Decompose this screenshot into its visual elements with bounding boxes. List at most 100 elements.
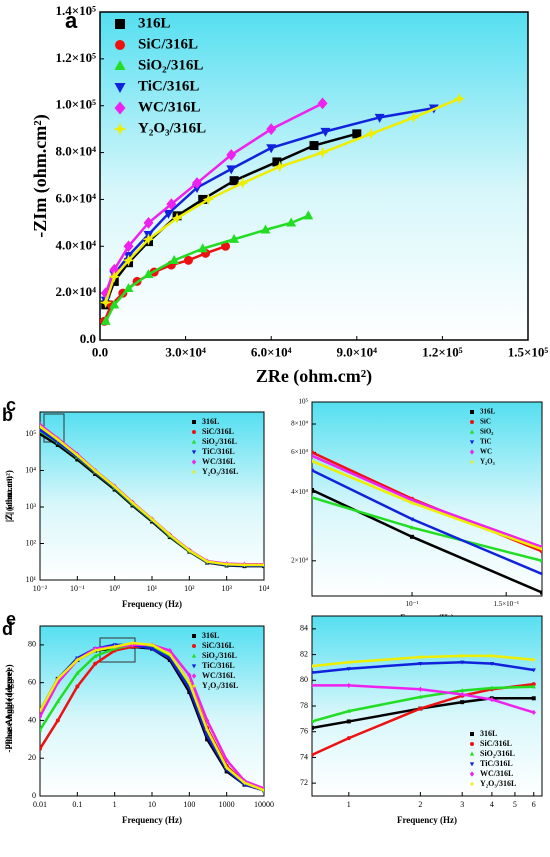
legend-label: Y₂O₃/316L — [202, 467, 238, 476]
marker — [489, 685, 495, 690]
marker — [167, 647, 173, 654]
marker — [202, 193, 215, 206]
y-tick-label: 2.0×10⁴ — [55, 284, 96, 299]
marker — [261, 562, 264, 568]
marker — [346, 659, 352, 665]
marker — [418, 686, 423, 692]
y-tick-label: 10³ — [26, 502, 37, 511]
marker — [187, 690, 192, 695]
plot-background — [100, 12, 528, 340]
marker — [205, 737, 210, 742]
plot-frame — [311, 615, 543, 797]
marker — [112, 644, 118, 650]
x-tick-label: 0.0 — [92, 345, 108, 360]
marker — [470, 732, 474, 736]
y-tick-label: 1.2×10⁵ — [55, 50, 96, 65]
legend-label: SiC/316L — [138, 36, 198, 52]
marker — [191, 653, 197, 658]
y-tick-label: 8.0×10⁴ — [55, 144, 96, 159]
marker — [312, 725, 314, 730]
marker — [75, 670, 80, 675]
marker — [312, 682, 315, 689]
marker — [115, 40, 125, 50]
fit-line — [312, 661, 534, 674]
marker — [149, 647, 155, 652]
marker — [204, 717, 210, 724]
marker — [197, 243, 208, 253]
y-tick-label: 82 — [300, 649, 308, 658]
marker — [192, 644, 196, 648]
x-tick-label: 4 — [490, 800, 494, 809]
marker — [55, 680, 61, 686]
legend-label: SiC/316L — [202, 641, 234, 650]
marker — [241, 780, 248, 786]
marker — [40, 727, 43, 732]
marker — [408, 111, 420, 124]
marker — [204, 733, 210, 738]
marker — [489, 653, 495, 659]
x-axis-label: Frequency (Hz) — [397, 815, 457, 825]
x-tick-label: 10⁴ — [259, 584, 270, 593]
marker — [169, 254, 180, 264]
marker — [346, 719, 351, 724]
legend-label: WC/316L — [202, 457, 235, 466]
y-tick-label: 4.0×10⁴ — [55, 237, 96, 252]
marker — [469, 751, 475, 756]
marker — [92, 468, 98, 474]
marker — [40, 714, 43, 720]
series-layer — [100, 92, 466, 326]
marker — [191, 469, 197, 475]
marker — [418, 706, 423, 711]
marker — [459, 688, 465, 693]
panel-label: c — [6, 395, 16, 415]
marker — [123, 283, 134, 293]
marker — [417, 654, 423, 660]
marker — [40, 423, 43, 430]
marker — [312, 752, 314, 757]
marker — [122, 254, 135, 267]
marker — [365, 127, 377, 140]
y-tick-label: 0 — [32, 791, 36, 800]
y-tick-label: 80 — [28, 640, 36, 649]
legend-label: WC — [480, 448, 492, 456]
legend-label: SiC/316L — [480, 739, 512, 748]
legend-label: SiO₂/316L — [202, 437, 237, 446]
plot-frame — [99, 11, 529, 341]
legend-label: 316L — [480, 408, 496, 416]
marker — [167, 532, 173, 538]
marker — [114, 83, 126, 93]
marker — [459, 653, 465, 659]
x-axis-label: Frequency (Hz) — [122, 815, 182, 825]
x-tick-label: 10⁰ — [109, 584, 120, 593]
plot-frame — [39, 411, 265, 581]
marker — [40, 428, 43, 433]
marker — [317, 97, 328, 110]
y-tick-label: 0.0 — [80, 331, 96, 346]
marker — [312, 468, 315, 473]
marker — [236, 177, 249, 189]
marker — [531, 668, 536, 673]
legend-label: TiC/316L — [202, 447, 235, 456]
marker — [459, 660, 465, 665]
x-axis-label: ZRe (ohm.cm²) — [256, 366, 372, 387]
marker — [108, 270, 121, 283]
marker — [191, 439, 197, 444]
marker — [55, 676, 61, 682]
marker — [469, 449, 475, 455]
x-tick-label: 10⁻² — [33, 584, 48, 593]
marker — [163, 209, 174, 219]
marker — [489, 661, 495, 666]
marker — [312, 663, 315, 669]
panel-label: d — [2, 619, 13, 639]
series-layer — [40, 422, 264, 569]
legend-label: 316L — [480, 729, 497, 738]
marker — [312, 458, 315, 464]
marker — [191, 683, 197, 689]
fit-line — [312, 654, 534, 668]
y-tick-label: 76 — [300, 727, 308, 736]
marker — [143, 217, 154, 229]
y-axis-label: -ZIm (ohm.cm²) — [30, 114, 51, 237]
x-tick-label: 3.0×10⁴ — [165, 345, 206, 360]
legend-label: TiC/316L — [480, 759, 513, 768]
x-tick-label: 6.0×10⁴ — [251, 345, 292, 360]
